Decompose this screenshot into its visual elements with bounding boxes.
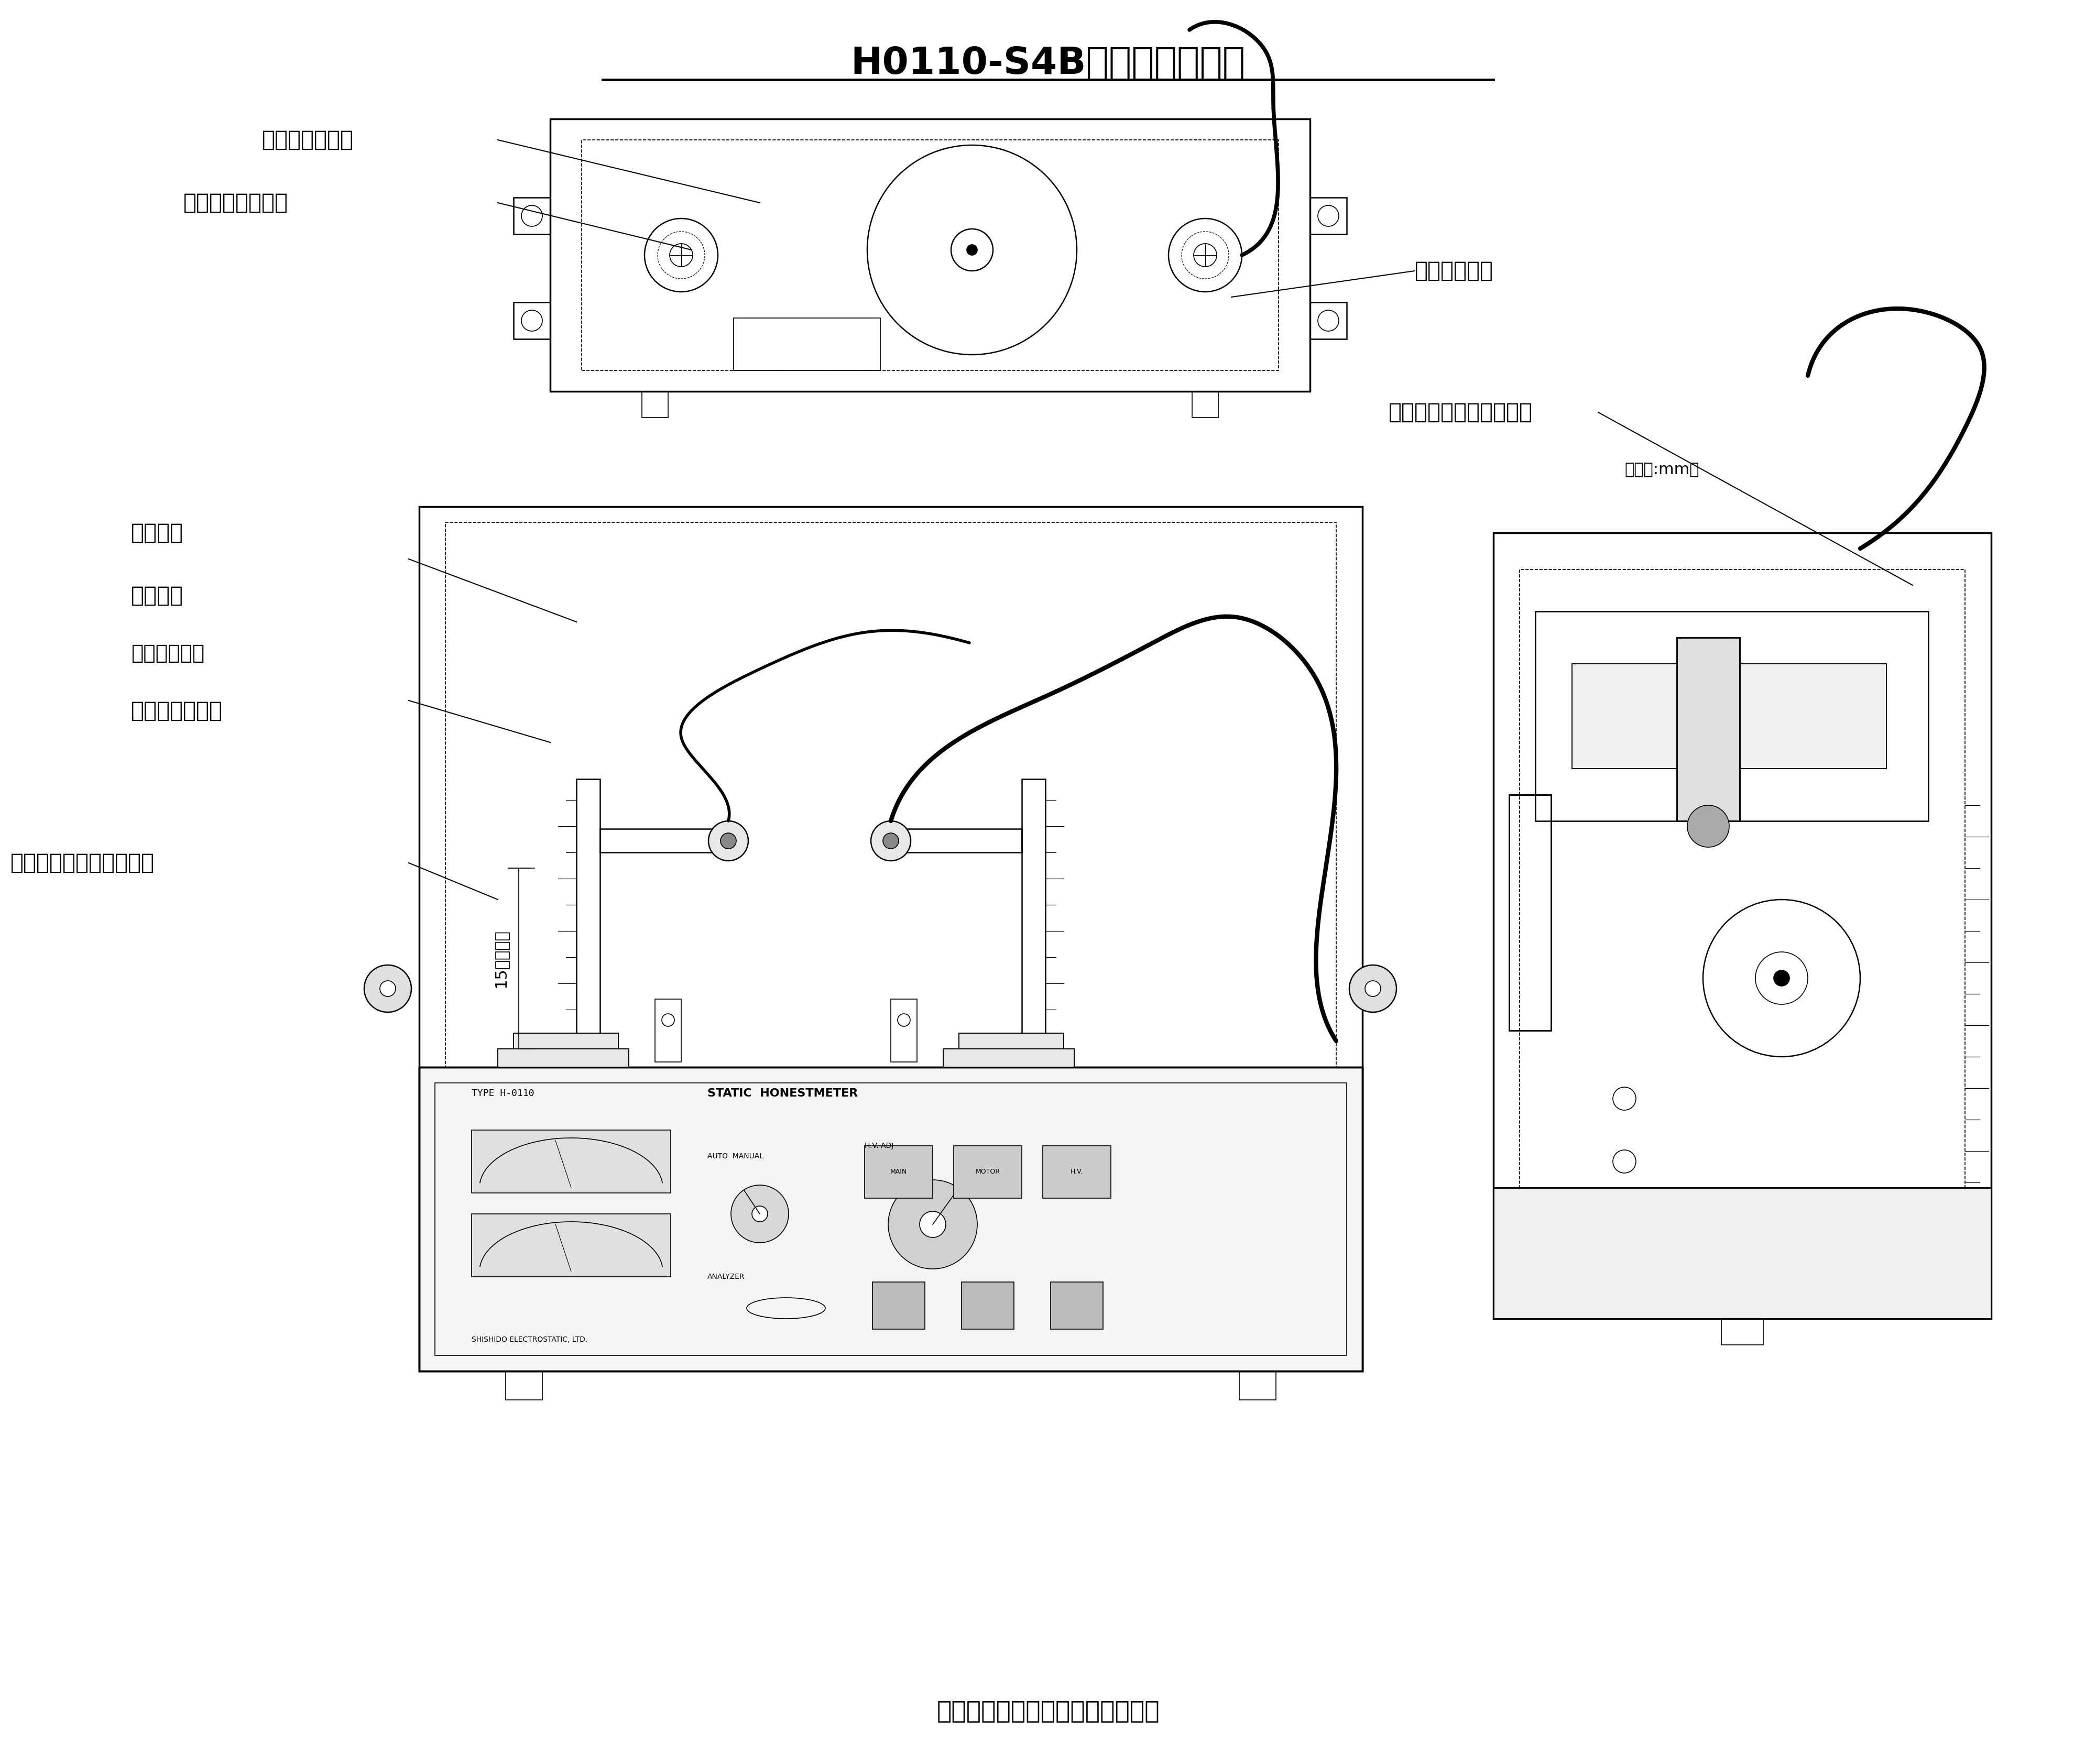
Bar [444,522,1337,1067]
Text: ドライバ: ドライバ [130,522,184,543]
Bar [960,1034,1065,1050]
Text: MAIN: MAIN [891,1168,908,1175]
Bar [1492,1187,1991,1319]
Bar [1023,780,1046,1051]
Bar [419,506,1362,1371]
Circle shape [1364,981,1381,997]
Bar [954,1147,1023,1198]
Circle shape [920,1212,945,1238]
Text: H.V.: H.V. [1071,1168,1084,1175]
Circle shape [1350,965,1396,1013]
Circle shape [379,981,396,997]
Bar [943,1050,1073,1067]
Bar [1310,302,1346,339]
Circle shape [872,820,910,861]
Bar [514,1034,618,1050]
Circle shape [1773,970,1790,986]
Bar [891,998,918,1062]
Bar [960,1034,1065,1050]
Text: STATIC  HONESTMETER: STATIC HONESTMETER [708,1088,857,1099]
Bar [1534,612,1928,820]
Text: レシーバ高さ表示目盛り: レシーバ高さ表示目盛り [10,852,155,873]
Text: MOTOR: MOTOR [975,1168,1000,1175]
Bar [1572,663,1886,769]
Bar [505,1371,543,1401]
Bar [499,1050,629,1067]
Bar [654,998,681,1062]
Circle shape [882,833,899,848]
Bar [1193,392,1218,418]
Text: 試料押さえツマミ: 試料押さえツマミ [184,192,289,213]
Text: 15（＊１）: 15（＊１） [493,930,507,988]
Bar [1239,1371,1276,1401]
Bar [1572,663,1886,769]
Circle shape [889,1180,977,1268]
Bar [599,829,715,852]
Text: ANALYZER: ANALYZER [708,1274,744,1281]
Text: （レシーバ）: （レシーバ） [130,644,205,663]
Bar [499,1050,629,1067]
Bar [943,1050,1073,1067]
Text: レシーバアーム: レシーバアーム [130,700,222,721]
Text: ＊１：校正時のプローブ標準高さ: ＊１：校正時のプローブ標準高さ [937,1700,1159,1723]
Text: （単位:mm）: （単位:mm） [1624,462,1700,478]
Bar [1721,1319,1763,1344]
Circle shape [966,245,977,256]
Circle shape [732,1185,788,1242]
Bar [514,198,549,235]
Circle shape [365,965,411,1013]
Bar [1492,533,1991,1319]
Bar [583,139,1279,370]
Text: SHISHIDO ELECTROSTATIC, LTD.: SHISHIDO ELECTROSTATIC, LTD. [472,1335,587,1344]
Bar [1042,1147,1111,1198]
Bar [1520,570,1966,1224]
Bar [866,1147,933,1198]
Text: 試料押さえ板: 試料押さえ板 [1415,259,1492,282]
Text: ターンテーブル: ターンテーブル [262,129,354,152]
Bar [1310,198,1346,235]
Circle shape [752,1207,767,1222]
Circle shape [1687,804,1729,847]
Bar [514,1034,618,1050]
Text: AUTO  MANUAL: AUTO MANUAL [708,1152,763,1161]
Text: H0110-S4B　測定部構造図: H0110-S4B 測定部構造図 [851,46,1245,81]
Text: H.V. ADJ: H.V. ADJ [866,1141,893,1150]
Text: プローブ: プローブ [130,584,184,607]
Bar [905,829,1023,852]
Text: ドライバ高さ表示目盛り: ドライバ高さ表示目盛り [1388,402,1532,423]
Bar [1509,796,1551,1030]
Circle shape [708,820,748,861]
Bar [472,1131,671,1192]
Bar [734,318,880,370]
Bar [1050,1282,1102,1328]
Bar [549,118,1310,392]
Bar [962,1282,1014,1328]
Bar [1492,1187,1991,1319]
Bar [641,392,669,418]
Bar [419,1067,1362,1371]
Circle shape [721,833,736,848]
Bar [872,1282,924,1328]
Bar [1509,796,1551,1030]
Bar [419,1067,1362,1371]
Bar [1677,637,1740,820]
Bar [436,1083,1346,1355]
Bar [576,780,599,1051]
Text: TYPE H-0110: TYPE H-0110 [472,1088,534,1099]
Bar [1677,637,1740,820]
Bar [514,302,549,339]
Bar [472,1214,671,1277]
